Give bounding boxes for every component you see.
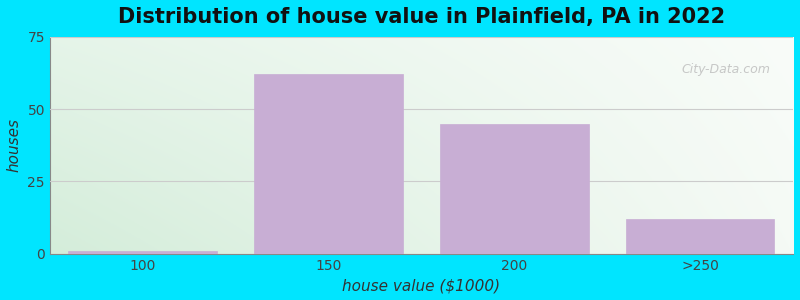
Bar xyxy=(440,124,589,254)
Text: City-Data.com: City-Data.com xyxy=(682,63,770,76)
Y-axis label: houses: houses xyxy=(7,118,22,172)
X-axis label: house value ($1000): house value ($1000) xyxy=(342,278,501,293)
Bar xyxy=(626,219,774,254)
Bar xyxy=(69,251,217,253)
Bar xyxy=(254,74,403,254)
Title: Distribution of house value in Plainfield, PA in 2022: Distribution of house value in Plainfiel… xyxy=(118,7,725,27)
